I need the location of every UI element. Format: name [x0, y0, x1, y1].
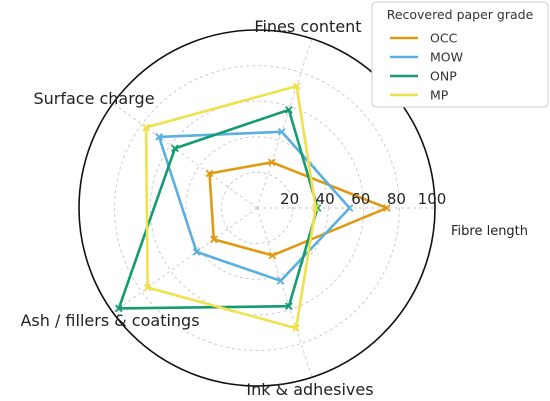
axis-label-3: Ash / fillers & coatings [20, 311, 199, 330]
legend-item-occ: OCC [390, 31, 458, 46]
legend-label: ONP [430, 69, 457, 84]
series-line-occ [208, 161, 389, 257]
axis-label-0: Fibre length [451, 224, 528, 239]
axis-label-1: Fines content [254, 17, 361, 36]
point-mow-2 [155, 133, 163, 141]
point-mp-2 [142, 123, 150, 132]
point-mow-1 [277, 127, 286, 136]
legend-label: OCC [430, 31, 458, 46]
point-onp-1 [285, 105, 293, 114]
point-mp-3 [143, 283, 152, 292]
point-occ-1 [268, 158, 276, 167]
series-layer [114, 82, 391, 333]
legend-box [371, 1, 549, 108]
point-mow-0 [345, 204, 354, 212]
r-tick-label: 60 [351, 190, 370, 208]
point-onp-4 [285, 302, 293, 311]
series-occ [205, 158, 391, 260]
spoke-2 [112, 103, 258, 209]
legend-items: OCC MOW ONP MP [390, 31, 463, 103]
axis-label-layer: Fibre length Fines content Surface charge A… [20, 17, 528, 399]
point-mp-4 [292, 324, 300, 333]
point-mp-0 [311, 204, 320, 212]
point-onp-3 [114, 304, 123, 313]
legend: Recovered paper grade OCC MOW ONP MP [371, 1, 549, 108]
legend-item-mp: MP [390, 88, 449, 103]
axis-label-4: Ink & adhesives [246, 380, 373, 399]
point-onp-2 [171, 144, 179, 153]
point-mow-3 [192, 248, 201, 256]
point-occ-2 [205, 169, 214, 178]
point-mow-4 [276, 276, 285, 285]
grid-ring-20 [220, 171, 294, 245]
grid-ring-40 [185, 136, 329, 280]
spoke-4 [256, 207, 313, 378]
r-tick-label: 40 [316, 190, 335, 208]
outer-ring [78, 29, 436, 387]
point-occ-0 [383, 204, 391, 212]
series-mp [142, 82, 320, 333]
axis-label-2: Surface charge [33, 89, 154, 108]
grid-ring-80 [114, 65, 400, 351]
r-tick-label: 80 [387, 190, 406, 208]
legend-item-onp: ONP [390, 69, 457, 84]
legend-title: Recovered paper grade [387, 7, 534, 22]
grid-layer [112, 38, 435, 378]
series-mow [155, 127, 354, 285]
tick-layer: 20 40 60 80 100 [280, 190, 446, 208]
grid-ring-60 [149, 100, 365, 316]
r-tick-label: 20 [280, 190, 299, 208]
r-tick-label: 100 [418, 190, 447, 208]
point-occ-3 [209, 235, 218, 244]
legend-item-mow: MOW [390, 50, 463, 65]
legend-label: MOW [430, 50, 463, 65]
series-line-mow [157, 130, 351, 283]
point-mp-1 [292, 82, 301, 90]
legend-label: MP [430, 88, 449, 103]
series-line-mp [144, 84, 318, 330]
spoke-1 [256, 38, 313, 209]
point-occ-4 [268, 251, 277, 260]
